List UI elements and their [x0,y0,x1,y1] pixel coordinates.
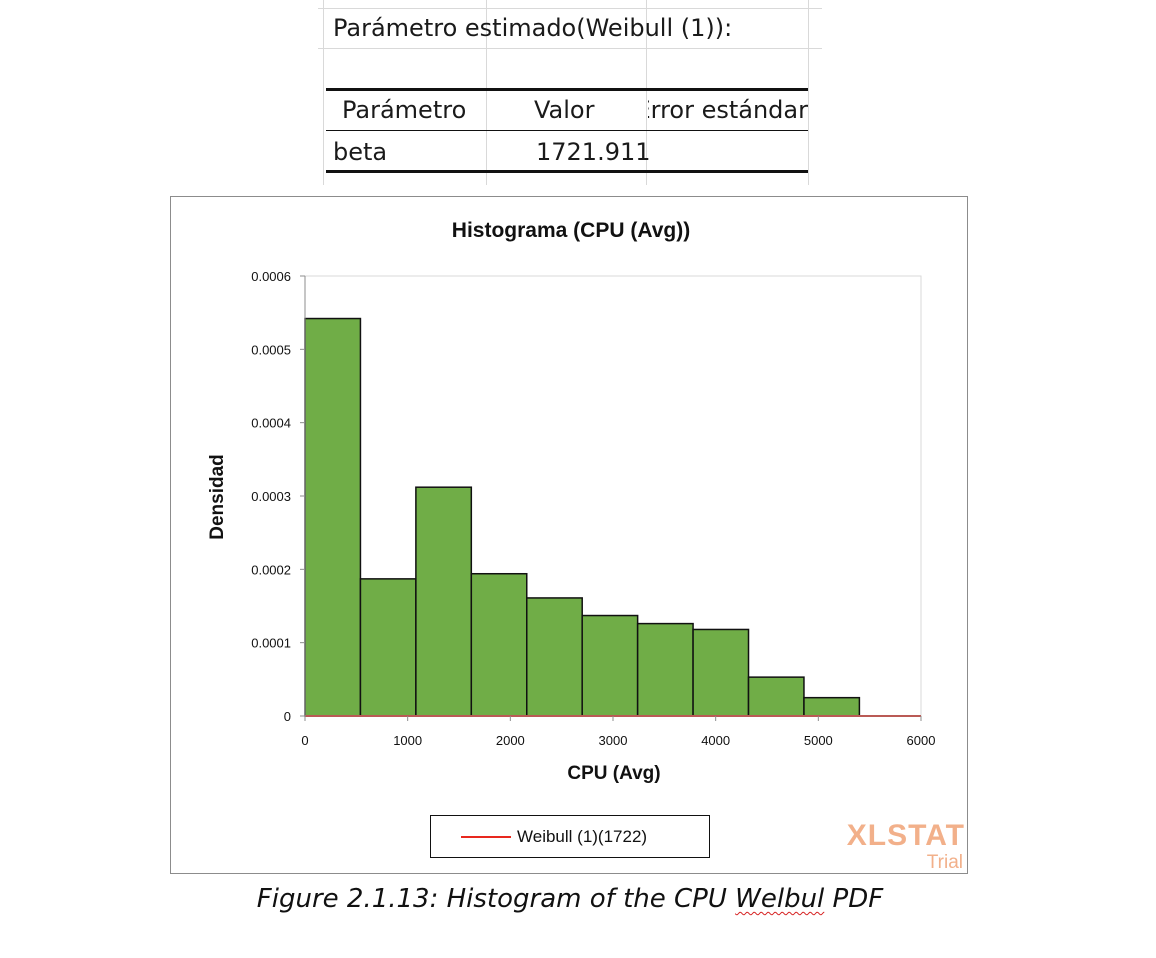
y-tick-label: 0 [284,709,291,724]
histogram-bar-9[interactable] [747,676,805,717]
y-tick-label: 0.0004 [251,416,291,431]
table-bottom-border [326,170,808,173]
legend[interactable]: Weibull (1)(1722) [430,815,710,858]
y-tick-label: 0.0001 [251,636,291,651]
histogram-bar-10[interactable] [803,696,861,717]
chart-svg: Histograma (CPU (Avg)) 0 0.0001 0.0002 0.00… [207,219,935,784]
estimated-parameter-title[interactable]: Parámetro estimado(Weibull (1)): [333,14,733,42]
grid-line [323,0,324,185]
grid-line [646,0,647,185]
header-error-estandar[interactable]: Error estándar [648,96,808,124]
chart-title: Histograma (CPU (Avg)) [452,219,690,242]
histogram-chart: Histograma (CPU (Avg)) 0 0.0001 0.0002 0.00… [170,196,968,874]
bars-group [304,317,861,717]
spreadsheet-fragment: Parámetro estimado(Weibull (1)): Parámet… [318,0,822,185]
caption-suffix: PDF [824,884,884,914]
y-axis-label: Densidad [207,454,228,540]
cell-beta[interactable]: beta [333,138,388,166]
x-tick-label: 3000 [599,733,628,748]
x-ticks-group: 0 1000 2000 3000 4000 5000 6000 [301,716,935,748]
x-tick-label: 5000 [804,733,833,748]
x-tick-label: 6000 [907,733,936,748]
y-ticks-group: 0 0.0001 0.0002 0.0003 0.0004 0.0005 0.0006 [251,269,305,724]
figure-caption: Figure 2.1.13: Histogram of the CPU Welb… [0,884,1140,914]
x-tick-label: 1000 [393,733,422,748]
x-tick-label: 2000 [496,733,525,748]
trial-watermark: Trial [926,852,963,873]
histogram-bar-7[interactable] [636,622,694,717]
xlstat-watermark: XLSTAT [846,819,965,852]
histogram-bar-1[interactable] [304,317,362,717]
histogram-bar-2[interactable] [359,578,417,717]
histogram-bar-4[interactable] [470,572,528,717]
caption-misspelled-word: Welbul [735,884,825,914]
header-parametro[interactable]: Parámetro [342,96,467,124]
grid-line [808,0,809,185]
cell-beta-value[interactable]: 1721.911 [536,138,651,166]
legend-label: Weibull (1)(1722) [517,826,648,846]
grid-line [318,8,822,9]
x-tick-label: 0 [301,733,308,748]
y-tick-label: 0.0006 [251,269,291,284]
header-valor[interactable]: Valor [534,96,595,124]
y-tick-label: 0.0002 [251,562,291,577]
table-top-border [326,88,808,91]
x-axis-label: CPU (Avg) [567,763,660,784]
histogram-bar-8[interactable] [692,628,750,717]
header-separator [326,130,808,131]
caption-prefix: Figure 2.1.13: Histogram of the CPU [256,884,736,914]
header-error-clip: Error estándar [648,92,808,128]
histogram-bar-6[interactable] [581,614,639,717]
legend-line-swatch [461,835,511,838]
grid-line [318,48,822,49]
y-tick-label: 0.0005 [251,342,291,357]
grid-line [486,0,487,185]
x-tick-label: 4000 [701,733,730,748]
y-tick-label: 0.0003 [251,489,291,504]
histogram-bar-5[interactable] [526,597,583,717]
histogram-bar-3[interactable] [415,486,473,717]
